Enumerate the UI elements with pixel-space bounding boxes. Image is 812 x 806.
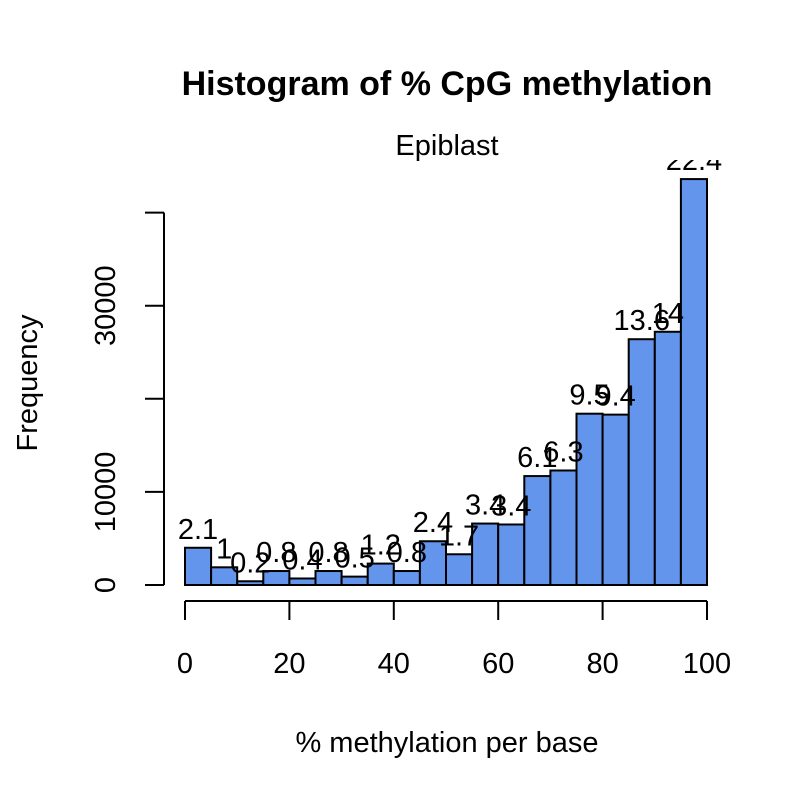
histogram-bar xyxy=(549,469,578,586)
x-axis: 0 20 40 60 80 100 xyxy=(177,600,731,680)
histogram-bar xyxy=(601,413,630,587)
bar-value-label: 1 xyxy=(216,533,232,565)
y-axis: 0 10000 30000 xyxy=(90,211,165,593)
bar-value-label: 6.3 xyxy=(543,436,583,468)
x-tick-label: 80 xyxy=(586,648,618,680)
x-tick-label: 0 xyxy=(177,648,193,680)
histogram-bar-labels: 2.110.20.80.40.80.51.20.82.41.73.43.46.1… xyxy=(178,145,722,579)
y-tick-label: 30000 xyxy=(90,265,122,346)
histogram-bar xyxy=(392,570,421,586)
x-axis-label: % methylation per base xyxy=(295,727,598,759)
y-tick-label: 10000 xyxy=(90,452,122,533)
bar-value-label: 14 xyxy=(652,298,684,330)
bar-value-label: 0.2 xyxy=(230,547,270,579)
histogram-bars xyxy=(184,178,709,587)
bar-value-label: 2.1 xyxy=(178,514,218,546)
histogram-bar xyxy=(236,580,265,587)
chart-subtitle: Epiblast xyxy=(395,130,498,162)
bar-value-label: 0.8 xyxy=(387,537,427,569)
histogram-bar xyxy=(627,338,656,586)
bar-value-label: 0.4 xyxy=(282,544,322,576)
histogram-bar xyxy=(497,523,526,586)
bar-value-label: 6.1 xyxy=(517,442,557,474)
bar-value-label: 22.4 xyxy=(666,145,722,177)
x-tick-label: 60 xyxy=(482,648,514,680)
bar-value-label: 3.4 xyxy=(491,490,531,522)
bar-value-label: 13.6 xyxy=(614,305,670,337)
bar-value-label: 0.8 xyxy=(256,537,296,569)
x-tick-label: 100 xyxy=(683,648,731,680)
bar-value-label: 0.5 xyxy=(334,543,374,575)
bar-value-label: 1.7 xyxy=(439,520,479,552)
x-tick-label: 40 xyxy=(378,648,410,680)
x-tick-label: 20 xyxy=(273,648,305,680)
histogram-bar xyxy=(418,540,447,586)
bar-value-label: 3.4 xyxy=(465,490,505,522)
histogram-bar xyxy=(184,546,213,587)
histogram-bar xyxy=(210,566,239,586)
y-axis-label: Frequency xyxy=(12,314,44,452)
chart-title: Histogram of % CpG methylation xyxy=(182,65,713,103)
histogram-bar xyxy=(445,553,474,586)
histogram-bar xyxy=(653,330,682,586)
bar-value-label: 1.2 xyxy=(361,530,401,562)
y-tick-label: 0 xyxy=(90,577,122,593)
bar-value-label: 9.4 xyxy=(595,381,635,413)
bar-value-label: 9.5 xyxy=(569,380,609,412)
histogram-bar xyxy=(288,577,317,586)
bar-value-label: 2.4 xyxy=(413,507,453,539)
bar-value-label: 0.8 xyxy=(308,537,348,569)
histogram-bar xyxy=(575,412,604,587)
histogram-bar xyxy=(340,575,369,586)
histogram-bar xyxy=(679,178,709,586)
